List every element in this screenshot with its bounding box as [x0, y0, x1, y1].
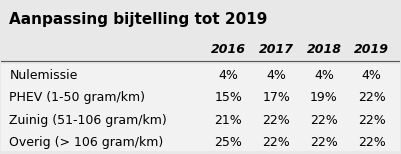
Text: Aanpassing bijtelling tot 2019: Aanpassing bijtelling tot 2019	[9, 12, 268, 27]
Text: Zuinig (51-106 gram/km): Zuinig (51-106 gram/km)	[9, 114, 167, 127]
Text: 4%: 4%	[362, 69, 382, 82]
Text: 22%: 22%	[358, 91, 386, 104]
Text: Nulemissie: Nulemissie	[9, 69, 78, 82]
Text: 17%: 17%	[262, 91, 290, 104]
Text: Overig (> 106 gram/km): Overig (> 106 gram/km)	[9, 136, 164, 150]
FancyBboxPatch shape	[1, 131, 400, 154]
Text: 15%: 15%	[215, 91, 242, 104]
Text: 22%: 22%	[358, 114, 386, 127]
FancyBboxPatch shape	[1, 109, 400, 132]
Text: 22%: 22%	[262, 114, 290, 127]
Text: 4%: 4%	[314, 69, 334, 82]
Text: PHEV (1-50 gram/km): PHEV (1-50 gram/km)	[9, 91, 145, 104]
Text: 22%: 22%	[262, 136, 290, 150]
FancyBboxPatch shape	[1, 86, 400, 109]
Text: 2019: 2019	[354, 43, 389, 56]
Text: 2016: 2016	[211, 43, 246, 56]
Text: 2018: 2018	[306, 43, 341, 56]
Text: 22%: 22%	[310, 114, 338, 127]
Text: 25%: 25%	[215, 136, 242, 150]
Text: 21%: 21%	[215, 114, 242, 127]
Text: 22%: 22%	[310, 136, 338, 150]
Text: 2017: 2017	[259, 43, 294, 56]
Text: 19%: 19%	[310, 91, 338, 104]
FancyBboxPatch shape	[1, 64, 400, 87]
Text: 4%: 4%	[219, 69, 238, 82]
Text: 22%: 22%	[358, 136, 386, 150]
Text: 4%: 4%	[266, 69, 286, 82]
